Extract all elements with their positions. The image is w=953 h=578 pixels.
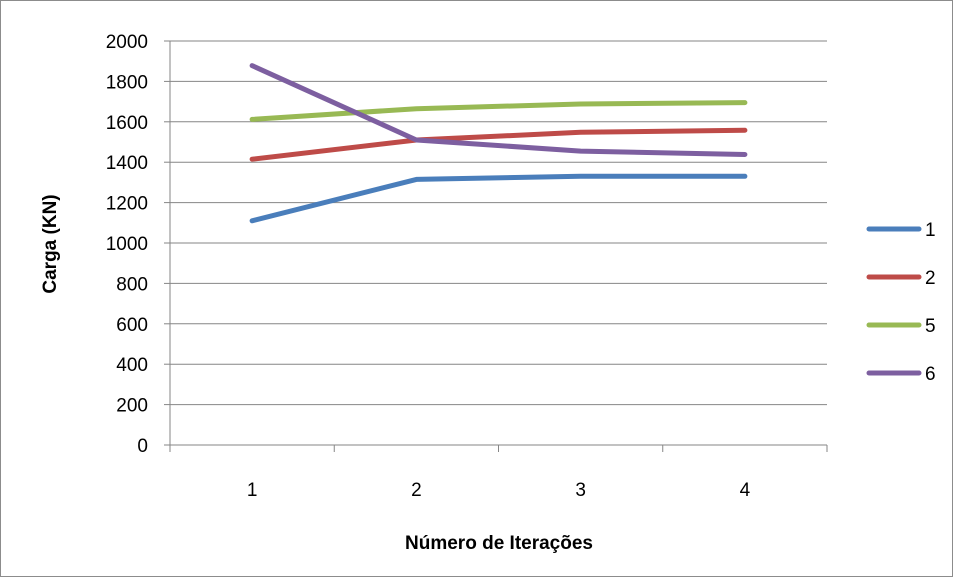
y-tick-label: 400 — [116, 355, 148, 376]
y-tick-label: 1400 — [106, 153, 148, 174]
legend-label-5: 5 — [925, 316, 936, 337]
series-line-5 — [249, 100, 748, 122]
series-line-2 — [249, 127, 748, 162]
legend-label-1: 1 — [925, 220, 936, 241]
legend: 1 2 5 6 — [866, 220, 936, 385]
x-axis-title: Número de Iterações — [405, 533, 593, 554]
y-axis-title: Carga (KN) — [40, 194, 61, 293]
x-tick-label: 1 — [247, 480, 258, 501]
series-line-6 — [249, 63, 748, 157]
x-tick-label: 3 — [575, 480, 586, 501]
y-tick-label: 800 — [116, 274, 148, 295]
y-tick-label: 1800 — [106, 72, 148, 93]
y-tick-label: 200 — [116, 396, 148, 417]
x-tick-labels: 1 2 3 4 — [247, 480, 751, 501]
y-tick-label: 2000 — [106, 32, 148, 53]
axes — [164, 40, 828, 452]
x-tick-label: 2 — [411, 480, 422, 501]
x-tick-label: 4 — [740, 480, 751, 501]
series-lines — [249, 63, 748, 224]
y-tick-label: 0 — [137, 436, 148, 457]
y-tick-labels: 0 200 400 600 800 1000 1200 1400 1600 1800 2000 — [106, 32, 148, 457]
series-line-1 — [249, 173, 748, 224]
y-tick-label: 1200 — [106, 194, 148, 215]
legend-label-2: 2 — [925, 268, 936, 289]
y-tick-label: 600 — [116, 315, 148, 336]
gridlines — [170, 40, 827, 406]
y-tick-label: 1000 — [106, 234, 148, 255]
legend-label-6: 6 — [925, 364, 936, 385]
y-tick-label: 1600 — [106, 113, 148, 134]
